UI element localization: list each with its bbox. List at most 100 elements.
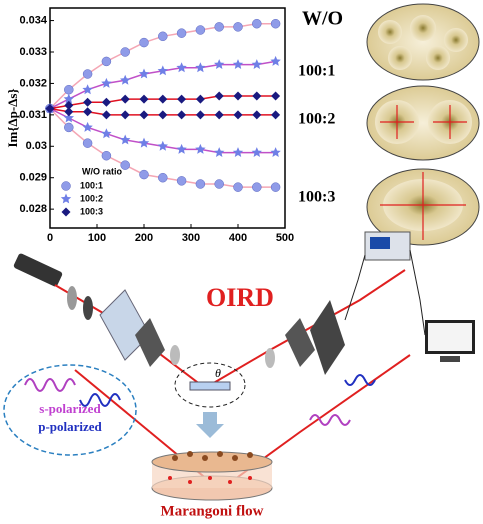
p-wave xyxy=(79,393,121,407)
point xyxy=(64,122,74,133)
point xyxy=(251,147,262,157)
point xyxy=(158,172,168,183)
point xyxy=(233,91,243,101)
point xyxy=(195,62,206,73)
point xyxy=(138,68,150,79)
y-axis-label: Im{Δp-Δs} xyxy=(5,88,20,147)
point xyxy=(177,110,187,120)
angle-label: θ xyxy=(215,366,221,380)
chart: Im{Δp-Δs} W/O ratio 0.028 0.029 0.03 0.031 0… xyxy=(5,7,294,244)
point xyxy=(120,110,130,120)
flow-label: Marangoni flow xyxy=(161,503,264,519)
polarization-inset xyxy=(3,364,137,456)
legend-title: W/O ratio xyxy=(82,166,123,176)
point xyxy=(177,94,187,104)
laser xyxy=(13,253,63,287)
surface xyxy=(151,451,273,473)
point xyxy=(233,110,243,120)
point xyxy=(158,31,168,42)
point xyxy=(233,182,243,192)
point xyxy=(195,110,205,120)
x-tick-label: 200 xyxy=(135,232,153,244)
y-tick-label: 0.031 xyxy=(19,109,47,121)
y-tick-label: 0.032 xyxy=(19,77,47,89)
arrows xyxy=(380,105,467,139)
point xyxy=(120,74,131,85)
optic xyxy=(67,286,77,310)
point xyxy=(176,176,187,186)
point xyxy=(252,18,262,29)
point xyxy=(270,18,281,29)
point xyxy=(214,179,224,189)
point xyxy=(82,138,93,148)
point xyxy=(139,94,149,104)
point xyxy=(64,107,74,117)
arrows xyxy=(380,172,466,240)
arrow xyxy=(196,412,224,438)
lens xyxy=(170,345,180,365)
point xyxy=(64,84,74,95)
point xyxy=(82,121,93,132)
point xyxy=(195,25,206,35)
point xyxy=(63,93,74,104)
point xyxy=(195,143,206,154)
point xyxy=(157,65,168,76)
screen xyxy=(428,323,472,351)
x-tick-label: 300 xyxy=(182,232,200,244)
s-wave xyxy=(24,378,76,392)
point xyxy=(45,104,55,114)
legend-label: 100:2 xyxy=(80,193,103,203)
point xyxy=(138,137,150,148)
point xyxy=(139,110,149,120)
point xyxy=(101,56,112,67)
polarizer xyxy=(135,318,165,367)
legend-marker xyxy=(61,181,71,191)
point xyxy=(214,22,224,32)
point xyxy=(120,160,130,170)
point xyxy=(101,97,111,107)
point xyxy=(271,110,281,120)
x-tick-label: 500 xyxy=(276,232,294,244)
point xyxy=(63,112,74,123)
y-tick-label: 0.034 xyxy=(19,14,47,26)
point xyxy=(214,91,224,101)
point xyxy=(120,94,130,104)
point xyxy=(101,150,112,161)
detector xyxy=(310,300,345,375)
analyzer xyxy=(285,318,315,367)
y-tick-label: 0.029 xyxy=(19,172,47,184)
point xyxy=(271,91,281,101)
droplet-panel: W/O 100:1 100:2 100:3 xyxy=(298,3,480,246)
point xyxy=(101,77,112,88)
droplets xyxy=(378,15,468,70)
x-tick-label: 100 xyxy=(88,232,106,244)
p-label: p-polarized xyxy=(38,419,102,434)
x-tick-label: 400 xyxy=(229,232,247,244)
point xyxy=(83,107,93,117)
point xyxy=(270,147,281,157)
screen xyxy=(370,237,390,249)
point xyxy=(214,110,224,120)
point xyxy=(176,143,187,154)
lens xyxy=(265,348,275,368)
point xyxy=(83,97,93,107)
point xyxy=(120,134,131,145)
diagram-title: OIRD xyxy=(206,283,274,312)
cable xyxy=(344,254,366,321)
point xyxy=(82,69,93,79)
point xyxy=(120,47,130,57)
point xyxy=(270,182,281,192)
s-wave xyxy=(309,414,351,426)
point xyxy=(251,59,262,69)
legend-label: 100:1 xyxy=(80,180,103,190)
legend-label: 100:3 xyxy=(80,206,103,216)
p-wave xyxy=(344,374,376,386)
point xyxy=(214,147,225,157)
point xyxy=(195,179,206,189)
ratio-label: 100:2 xyxy=(298,111,335,128)
point xyxy=(232,59,244,69)
legend-marker xyxy=(60,193,72,204)
cable xyxy=(409,249,426,336)
oird-setup: θ OIRD s-polarized p-polarized Marangoni… xyxy=(3,231,475,519)
